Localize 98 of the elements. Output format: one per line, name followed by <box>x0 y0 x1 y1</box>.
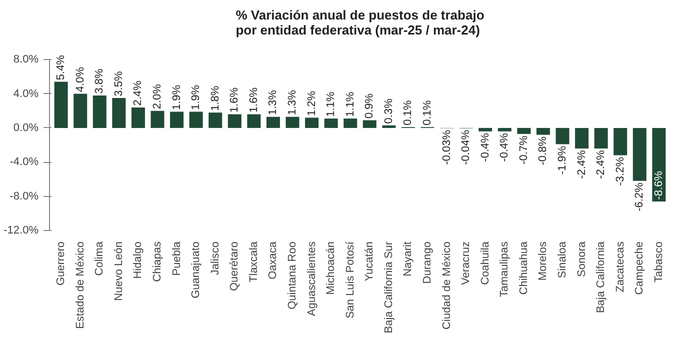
x-tick-label: Jalisco <box>209 242 222 276</box>
data-label: 1.8% <box>209 86 222 111</box>
x-tick-label: Querétaro <box>228 241 241 292</box>
bar <box>575 128 589 148</box>
y-tick-label: -8.0% <box>10 190 39 202</box>
bar <box>266 116 280 128</box>
bar <box>247 114 261 128</box>
x-tick-label: Chihuahua <box>518 240 530 295</box>
data-label: -2.4% <box>576 150 588 179</box>
bar <box>614 128 628 156</box>
x-tick-label: Hidalgo <box>132 241 144 279</box>
data-label: 0.1% <box>422 100 434 126</box>
data-label: -0.03% <box>440 130 453 165</box>
x-tick-label: Morelos <box>537 241 550 281</box>
data-label: 1.1% <box>344 92 356 117</box>
x-tick-label: Coahuila <box>479 240 492 285</box>
x-tick-label: Tlaxcala <box>248 240 260 282</box>
x-tick-label: Durango <box>422 241 434 284</box>
x-tick-label: Baja California Sur <box>382 241 395 334</box>
x-tick-label: Michoacán <box>325 241 338 295</box>
bar <box>382 125 396 128</box>
x-tick-label: Yucatán <box>364 241 376 282</box>
data-label: 1.3% <box>267 90 280 116</box>
data-label: -0.7% <box>518 135 530 164</box>
data-label: 3.8% <box>94 68 106 94</box>
bar <box>517 128 531 134</box>
x-tick-label: Aguascalientes <box>306 241 318 316</box>
data-label: 1.9% <box>190 84 202 110</box>
bar <box>74 94 88 128</box>
data-label: 1.3% <box>286 90 298 116</box>
data-label: -6.2% <box>634 182 646 212</box>
data-label: 1.9% <box>170 84 183 110</box>
data-label: -0.4% <box>498 132 511 162</box>
x-tick-label: Colima <box>94 240 106 276</box>
y-tick-label: 4.0% <box>13 88 39 100</box>
bar <box>286 116 300 128</box>
data-label: -0.8% <box>537 136 550 166</box>
data-label: -2.4% <box>595 150 608 179</box>
x-tick-label: Zacatecas <box>614 241 626 292</box>
x-tick-label: San Luis Potosí <box>344 240 356 319</box>
bar <box>556 128 570 144</box>
x-tick-label: Quintana Roo <box>286 241 298 310</box>
data-label: 3.5% <box>112 71 125 96</box>
x-tick-label: Nuevo León <box>112 241 125 301</box>
data-label: -0.4% <box>479 132 492 162</box>
x-tick-label: Tabasco <box>652 241 665 282</box>
bar <box>92 95 106 128</box>
x-tick-label: Veracruz <box>460 241 472 285</box>
bar <box>54 82 68 128</box>
y-tick-label: 0.0% <box>13 122 39 134</box>
data-label: 1.2% <box>306 90 318 116</box>
y-tick-label: -12.0% <box>4 224 39 236</box>
bar <box>344 118 358 128</box>
bar <box>131 107 145 128</box>
data-label: 0.1% <box>402 100 414 126</box>
x-tick-label: Baja California <box>595 240 608 314</box>
x-tick-label: Estado de México <box>74 242 86 329</box>
bar <box>305 118 319 128</box>
bar <box>170 112 184 128</box>
data-label: -0.04% <box>460 130 472 165</box>
bar <box>362 120 376 128</box>
data-label: 4.0% <box>74 66 86 92</box>
data-label: 0.9% <box>364 93 376 119</box>
data-label: 5.4% <box>55 54 68 80</box>
y-tick-label: -4.0% <box>10 156 39 168</box>
x-tick-label: Guanajuato <box>190 241 202 298</box>
bar <box>478 128 492 132</box>
x-tick-label: Sonora <box>576 240 588 277</box>
bar <box>228 114 242 128</box>
bar <box>150 110 164 128</box>
x-tick-label: Puebla <box>170 240 183 276</box>
x-tick-label: Ciudad de México <box>440 241 453 330</box>
data-label: -3.2% <box>614 156 626 186</box>
data-label: 1.6% <box>248 87 260 113</box>
bar <box>112 98 126 128</box>
data-label: 2.4% <box>132 80 144 106</box>
chart-title: % Variación anual de puestos de trabajo por entidad federativa (mar-25 / mar-24) <box>236 8 484 38</box>
x-tick-label: Chiapas <box>152 241 164 282</box>
bar <box>498 128 512 132</box>
x-tick-label: Guerrero <box>55 241 68 286</box>
bar <box>189 112 203 128</box>
bar <box>208 112 222 128</box>
data-label: 1.1% <box>325 92 338 117</box>
bar <box>594 128 608 148</box>
bar <box>324 118 338 128</box>
data-label: -1.9% <box>556 146 568 175</box>
y-tick-label: 8.0% <box>13 54 39 66</box>
data-label: 0.3% <box>382 98 395 124</box>
bar <box>632 128 646 181</box>
x-tick-label: Sinaloa <box>556 240 568 278</box>
data-label: 1.6% <box>228 87 241 113</box>
data-label: -8.6% <box>652 170 665 200</box>
bar <box>536 128 550 135</box>
x-tick-label: Campeche <box>634 241 646 295</box>
data-label: 2.0% <box>152 84 164 110</box>
x-tick-label: Tamaulipas <box>498 241 511 298</box>
x-tick-label: Oaxaca <box>267 240 280 280</box>
x-tick-label: Nayarit <box>402 242 414 276</box>
